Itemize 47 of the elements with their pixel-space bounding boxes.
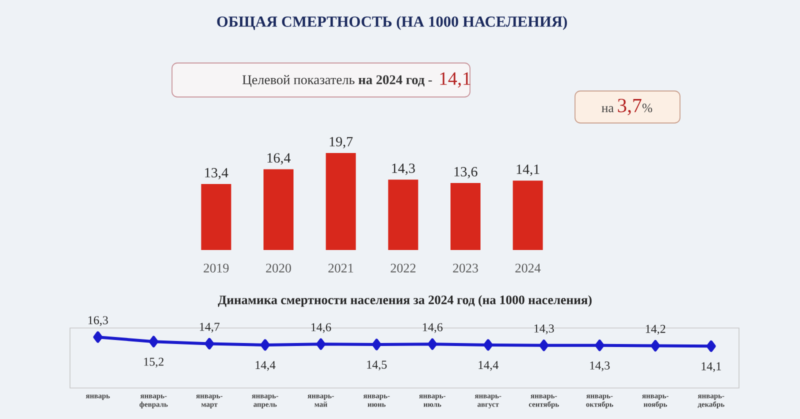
point xyxy=(539,340,549,352)
point xyxy=(316,338,326,350)
data-label: 16,3 xyxy=(88,316,108,326)
point xyxy=(148,336,158,348)
data-label: 14,6 xyxy=(311,323,332,334)
data-label: 15,2 xyxy=(144,358,164,368)
bar xyxy=(450,183,480,250)
chart-title: ОБЩАЯ СМЕРТНОСТЬ (НА 1000 НАСЕЛЕНИЯ) xyxy=(217,16,567,30)
point xyxy=(372,338,382,350)
point xyxy=(93,331,103,343)
x-tick-label: 2022 xyxy=(390,264,416,272)
text: Целевой показатель на 2024 год - xyxy=(242,75,432,87)
bar xyxy=(326,152,356,250)
point xyxy=(650,340,660,352)
data-label: 13,4 xyxy=(205,168,228,180)
data-label: 14,5 xyxy=(367,360,387,370)
data-label: 14,4 xyxy=(256,361,276,371)
data-label: 14,3 xyxy=(534,324,554,334)
data-label: 14,7 xyxy=(200,322,220,333)
data-label: 16,4 xyxy=(267,153,291,165)
x-tick-label: 2024 xyxy=(515,264,541,272)
point xyxy=(483,339,493,351)
bar xyxy=(264,169,294,250)
bar xyxy=(388,180,418,250)
x-tick-label: 2020 xyxy=(266,264,292,272)
x-tick-label: 2019 xyxy=(204,264,229,272)
point xyxy=(594,340,604,352)
data-label: 14,6 xyxy=(422,323,443,334)
x-tick-label: 2023 xyxy=(453,264,478,272)
data-label: 13,6 xyxy=(454,167,478,178)
bar xyxy=(512,180,543,250)
data-label: 14,1 xyxy=(702,362,721,372)
point xyxy=(428,338,438,350)
data-label: 14,1 xyxy=(516,164,540,176)
x-tick-label: 2021 xyxy=(328,264,354,272)
data-label: 14,3 xyxy=(392,164,415,175)
point xyxy=(260,339,270,351)
data-label: 19,7 xyxy=(330,136,353,148)
data-label: 14,4 xyxy=(478,361,498,371)
bar xyxy=(201,184,232,250)
text: на 3,7% xyxy=(602,98,652,116)
data-label: 14,3 xyxy=(590,361,610,372)
text: 14,1 xyxy=(440,72,470,88)
point xyxy=(706,340,716,352)
data-label: 14,2 xyxy=(646,324,666,335)
chart-title: Динамика смертности населения за 2024 год (на 1000 населения) xyxy=(218,295,592,307)
point xyxy=(204,338,214,350)
